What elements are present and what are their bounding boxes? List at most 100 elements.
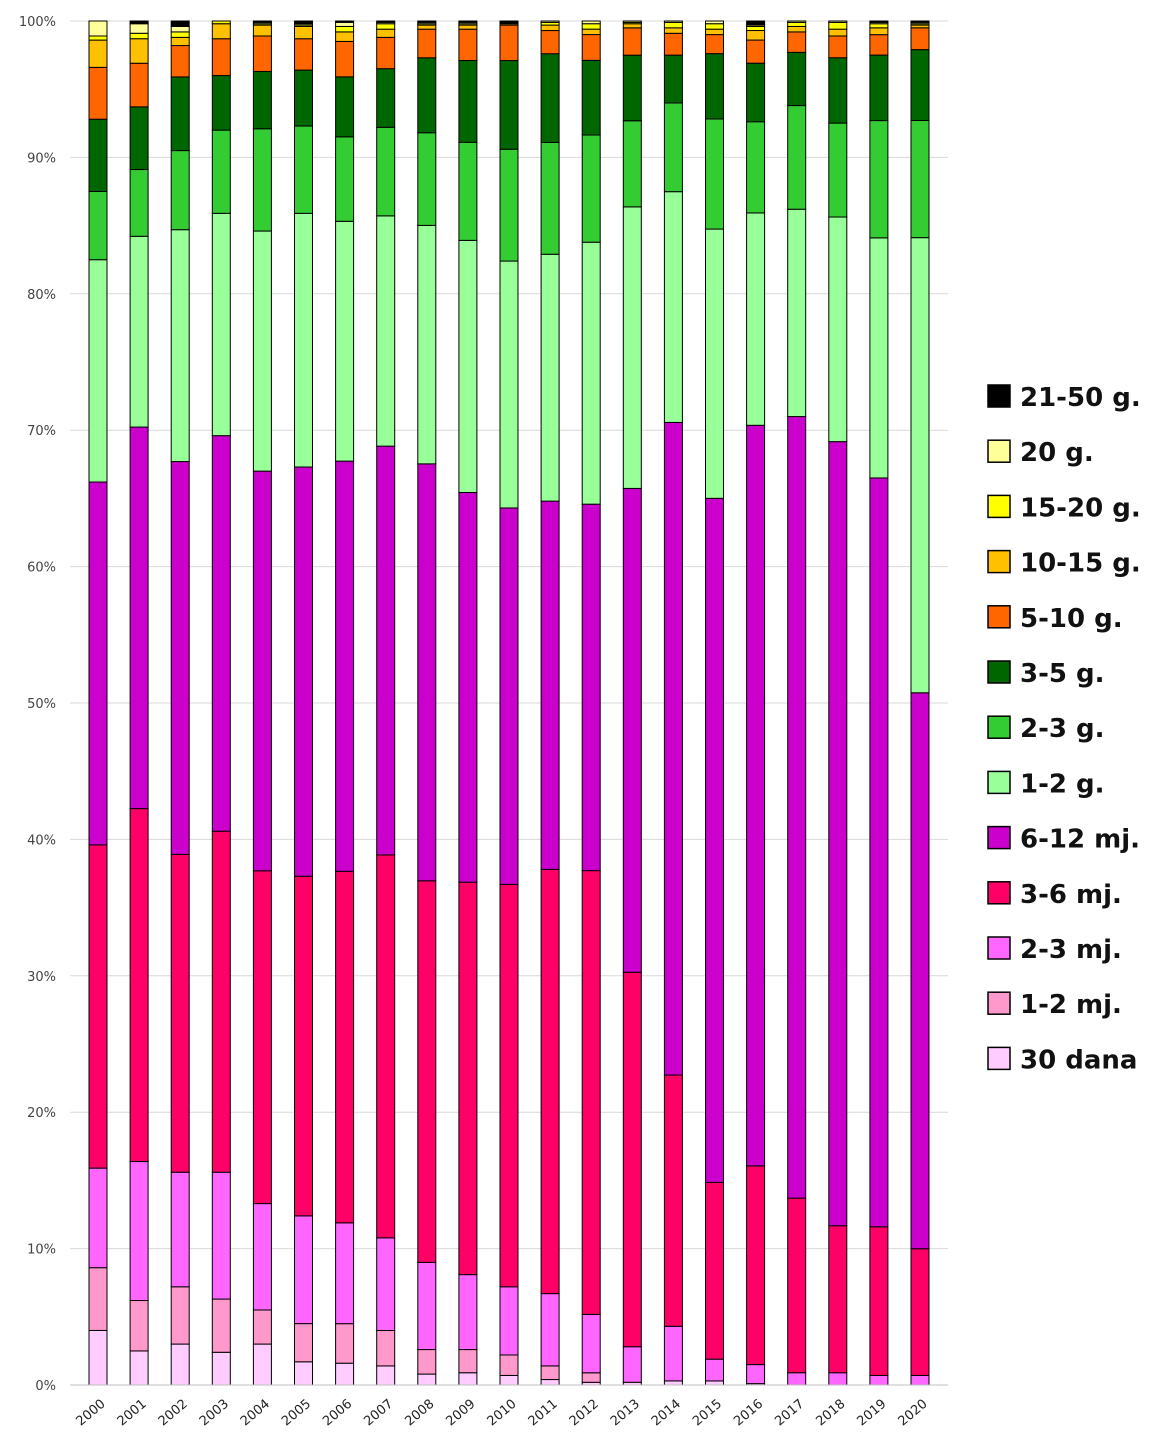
bar-segment [705, 1380, 724, 1386]
bar-segment [910, 692, 930, 1250]
bar-segment [828, 1372, 848, 1386]
bar-segment [581, 241, 601, 505]
bar-segment [335, 870, 355, 1224]
bar-segment [663, 21, 683, 29]
bar-segment [869, 23, 889, 29]
bar-segment [417, 463, 437, 882]
bar-segment [294, 1361, 313, 1386]
bar-segment [663, 191, 683, 423]
bar-segment [335, 1222, 355, 1325]
bar-segment [581, 1313, 601, 1374]
bar-segment [787, 51, 807, 107]
bar-segment [540, 868, 560, 1295]
y-tick-label: 70% [27, 424, 56, 439]
x-tick-label: 2006 [320, 1397, 355, 1430]
bar-segment [746, 212, 766, 426]
bar-segment [458, 491, 478, 883]
legend-item: 15-20 g. [987, 493, 1141, 523]
bar-segment [540, 30, 560, 55]
bar-segment [746, 30, 766, 41]
y-tick-label: 10% [27, 1243, 56, 1258]
legend-swatch [987, 384, 1011, 408]
bar-segment [129, 38, 149, 64]
legend-swatch [987, 660, 1011, 684]
bar-segment [869, 237, 889, 479]
legend-swatch [987, 936, 1011, 960]
bar-segment [129, 1300, 149, 1352]
legend-item: 6-12 mj. [987, 825, 1140, 855]
bar-segment [458, 1372, 478, 1386]
bar-segment [622, 27, 642, 56]
bar-segment [787, 416, 807, 1199]
bar-segment [458, 1349, 478, 1374]
bar-stack-2005 [294, 20, 313, 1386]
bar-segment [211, 212, 231, 437]
bar-segment [294, 466, 313, 877]
bar-segment [458, 24, 478, 30]
bar-segment [129, 426, 149, 810]
y-tick-label: 0% [35, 1379, 56, 1394]
bar-segment [458, 881, 478, 1276]
legend-swatch [987, 549, 1011, 574]
bar-segment [499, 24, 519, 62]
bar-segment [129, 169, 149, 237]
bar-segment [88, 1329, 108, 1386]
bar-segment [294, 1215, 313, 1325]
x-axis-ticks: 2000 2001 2002 2003 2004 2005 2006 2007 2008 2009… [74, 1397, 931, 1430]
bar-segment [417, 1349, 437, 1375]
y-tick-label: 50% [27, 697, 56, 712]
bar-segment [170, 853, 190, 1173]
bar-stack-2001 [129, 20, 149, 1386]
bar-segment [828, 122, 848, 218]
bar-segment [252, 1309, 272, 1345]
bar-segment [622, 206, 642, 489]
legend-item: 30 dana [987, 1045, 1137, 1075]
bar-segment [294, 25, 313, 40]
bar-segment [170, 1286, 190, 1345]
bar-segment [705, 28, 724, 36]
bar-segment [705, 20, 724, 25]
bar-segment [252, 870, 272, 1205]
bar-stack-2010 [499, 20, 519, 1386]
bar-segment [129, 62, 149, 108]
bar-segment [252, 70, 272, 130]
bar-segment [869, 54, 889, 122]
legend-item: 2-3 g. [987, 714, 1105, 744]
legend-item: 10-15 g. [987, 549, 1141, 579]
bar-segment [335, 20, 355, 23]
y-tick-label: 30% [27, 970, 56, 985]
bar-segment [211, 20, 231, 25]
bar-segment [129, 32, 149, 40]
bar-segment [746, 62, 766, 123]
bar-segment [88, 118, 108, 192]
x-tick-label: 2003 [197, 1397, 232, 1430]
bar-segment [252, 24, 272, 37]
bar-segment [663, 1380, 683, 1386]
bar-segment [294, 875, 313, 1217]
bar-segment [294, 125, 313, 214]
bar-segment [417, 57, 437, 134]
bar-segment [376, 1365, 396, 1386]
x-tick-label: 2004 [238, 1397, 273, 1430]
bar-segment [499, 20, 519, 25]
bar-segment [828, 35, 848, 59]
bar-segment [335, 25, 355, 33]
bar-segment [663, 1074, 683, 1327]
bar-stack-2017 [787, 20, 807, 1386]
bar-segment [88, 259, 108, 483]
bar-segment [417, 132, 437, 226]
legend-label: 2-3 g. [1020, 714, 1105, 744]
bar-stack-2012 [581, 20, 601, 1386]
x-tick-label: 2000 [74, 1397, 109, 1430]
bar-segment [170, 31, 190, 38]
legend-swatch [987, 439, 1011, 463]
bar-segment [376, 28, 396, 38]
bar-segment [252, 1343, 272, 1386]
bar-segment [335, 40, 355, 78]
bar-segment [581, 59, 601, 136]
bar-segment [869, 34, 889, 56]
legend-item: 1-2 g. [987, 769, 1105, 799]
bar-segment [828, 1225, 848, 1374]
bar-segment [869, 120, 889, 239]
